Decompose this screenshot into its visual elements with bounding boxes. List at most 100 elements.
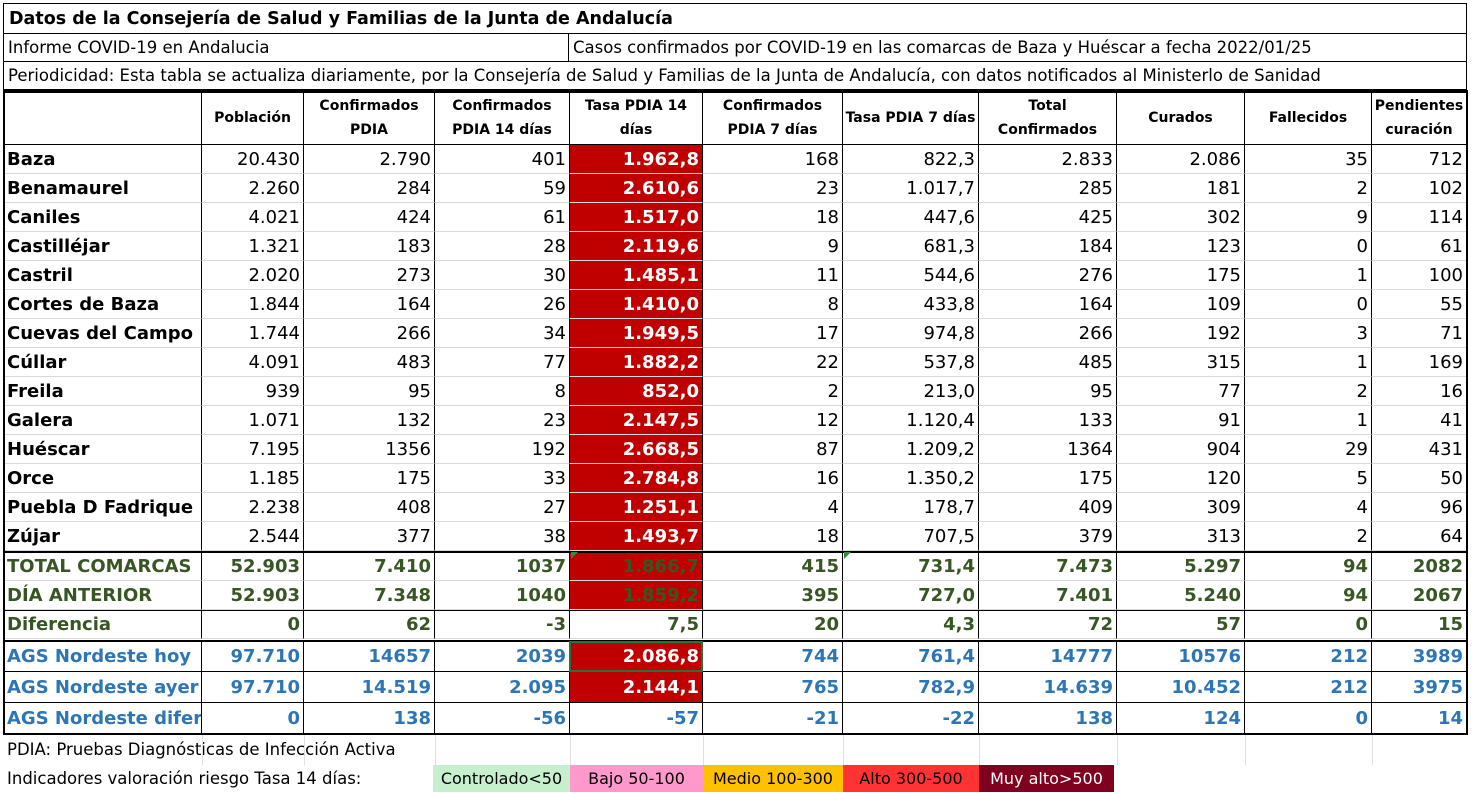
value-cell[interactable]: 485 — [979, 348, 1117, 377]
row-label[interactable]: Castril — [3, 261, 202, 290]
value-cell[interactable]: 100 — [1372, 261, 1467, 290]
value-cell[interactable]: 284 — [304, 174, 435, 203]
legend-item[interactable]: Bajo 50-100 — [570, 765, 703, 792]
value-cell[interactable]: 4.091 — [202, 348, 304, 377]
value-cell[interactable]: 14 — [1372, 703, 1467, 734]
value-cell[interactable]: 138 — [304, 703, 435, 734]
value-cell[interactable]: 97.710 — [202, 672, 304, 703]
value-cell[interactable]: 164 — [304, 290, 435, 319]
value-cell[interactable]: 1.071 — [202, 406, 304, 435]
value-cell[interactable]: 77 — [435, 348, 570, 377]
rate-14d-cell[interactable]: 1.882,2 — [570, 348, 703, 377]
value-cell[interactable]: 23 — [703, 174, 843, 203]
value-cell[interactable]: 14777 — [979, 641, 1117, 672]
value-cell[interactable]: 61 — [1372, 232, 1467, 261]
report-name[interactable]: Informe COVID-19 en Andalucia — [3, 33, 569, 62]
row-label[interactable]: Benamaurel — [3, 174, 202, 203]
value-cell[interactable]: 1.017,7 — [843, 174, 979, 203]
value-cell[interactable]: 7.348 — [304, 581, 435, 610]
indicators-label[interactable]: Indicadores valoración riesgo Tasa 14 dí… — [7, 769, 362, 788]
rate-14d-cell[interactable]: 2.610,6 — [570, 174, 703, 203]
value-cell[interactable]: 379 — [979, 522, 1117, 551]
value-cell[interactable]: 409 — [979, 493, 1117, 522]
value-cell[interactable]: 133 — [979, 406, 1117, 435]
row-label[interactable]: AGS Nordeste difer. — [3, 703, 202, 734]
value-cell[interactable]: 72 — [979, 610, 1117, 639]
column-header[interactable]: Curados — [1117, 92, 1245, 145]
value-cell[interactable]: 2.095 — [435, 672, 570, 703]
value-cell[interactable]: 14.519 — [304, 672, 435, 703]
value-cell[interactable]: 7.195 — [202, 435, 304, 464]
value-cell[interactable]: 192 — [1117, 319, 1245, 348]
row-label[interactable]: Cúllar — [3, 348, 202, 377]
value-cell[interactable]: 2.260 — [202, 174, 304, 203]
value-cell[interactable]: 96 — [1372, 493, 1467, 522]
value-cell[interactable]: 95 — [979, 377, 1117, 406]
value-cell[interactable]: 712 — [1372, 145, 1467, 174]
value-cell[interactable]: 315 — [1117, 348, 1245, 377]
value-cell[interactable]: 761,4 — [843, 641, 979, 672]
row-label[interactable]: TOTAL COMARCAS — [3, 552, 202, 581]
value-cell[interactable]: 731,4 — [843, 552, 979, 581]
value-cell[interactable]: 1.120,4 — [843, 406, 979, 435]
value-cell[interactable]: 71 — [1372, 319, 1467, 348]
value-cell[interactable]: 2 — [1245, 377, 1372, 406]
value-cell[interactable]: 431 — [1372, 435, 1467, 464]
rate-14d-cell[interactable]: -57 — [570, 703, 703, 734]
value-cell[interactable]: 395 — [703, 581, 843, 610]
value-cell[interactable]: 2.833 — [979, 145, 1117, 174]
value-cell[interactable]: 1.185 — [202, 464, 304, 493]
value-cell[interactable]: 11 — [703, 261, 843, 290]
value-cell[interactable]: 30 — [435, 261, 570, 290]
value-cell[interactable]: 132 — [304, 406, 435, 435]
value-cell[interactable]: 184 — [979, 232, 1117, 261]
value-cell[interactable]: 447,6 — [843, 203, 979, 232]
value-cell[interactable]: 64 — [1372, 522, 1467, 551]
value-cell[interactable]: 52.903 — [202, 552, 304, 581]
column-header[interactable]: Fallecidos — [1245, 92, 1372, 145]
value-cell[interactable]: 109 — [1117, 290, 1245, 319]
value-cell[interactable]: 1 — [1245, 348, 1372, 377]
value-cell[interactable]: 822,3 — [843, 145, 979, 174]
header-corner-cell[interactable] — [3, 92, 202, 145]
value-cell[interactable]: 16 — [703, 464, 843, 493]
value-cell[interactable]: 425 — [979, 203, 1117, 232]
value-cell[interactable]: -22 — [843, 703, 979, 734]
value-cell[interactable]: 2.544 — [202, 522, 304, 551]
value-cell[interactable]: 0 — [1245, 290, 1372, 319]
rate-14d-cell[interactable]: 1.866,7 — [570, 552, 703, 581]
row-label[interactable]: Diferencia — [3, 610, 202, 639]
value-cell[interactable]: 707,5 — [843, 522, 979, 551]
value-cell[interactable]: 974,8 — [843, 319, 979, 348]
value-cell[interactable]: 12 — [703, 406, 843, 435]
value-cell[interactable]: -3 — [435, 610, 570, 639]
rate-14d-cell[interactable]: 1.962,8 — [570, 145, 703, 174]
value-cell[interactable]: 212 — [1245, 641, 1372, 672]
value-cell[interactable]: 94 — [1245, 581, 1372, 610]
value-cell[interactable]: 33 — [435, 464, 570, 493]
value-cell[interactable]: 2082 — [1372, 552, 1467, 581]
value-cell[interactable]: 212 — [1245, 672, 1372, 703]
column-header[interactable]: Tasa PDIA 7 días — [843, 92, 979, 145]
value-cell[interactable]: 8 — [703, 290, 843, 319]
value-cell[interactable]: 124 — [1117, 703, 1245, 734]
value-cell[interactable]: 61 — [435, 203, 570, 232]
column-header[interactable]: Pendientes curación — [1372, 92, 1467, 145]
value-cell[interactable]: 57 — [1117, 610, 1245, 639]
comment-indicator-icon[interactable] — [571, 552, 578, 559]
value-cell[interactable]: 178,7 — [843, 493, 979, 522]
value-cell[interactable]: 17 — [703, 319, 843, 348]
rate-14d-cell[interactable]: 2.668,5 — [570, 435, 703, 464]
value-cell[interactable]: 0 — [1245, 232, 1372, 261]
value-cell[interactable]: 18 — [703, 203, 843, 232]
value-cell[interactable]: 727,0 — [843, 581, 979, 610]
rate-14d-cell[interactable]: 2.119,6 — [570, 232, 703, 261]
value-cell[interactable]: 1 — [1245, 406, 1372, 435]
value-cell[interactable]: 2 — [1245, 174, 1372, 203]
value-cell[interactable]: 681,3 — [843, 232, 979, 261]
value-cell[interactable]: 95 — [304, 377, 435, 406]
value-cell[interactable]: 120 — [1117, 464, 1245, 493]
value-cell[interactable]: 26 — [435, 290, 570, 319]
row-label[interactable]: Castilléjar — [3, 232, 202, 261]
row-label[interactable]: Cortes de Baza — [3, 290, 202, 319]
